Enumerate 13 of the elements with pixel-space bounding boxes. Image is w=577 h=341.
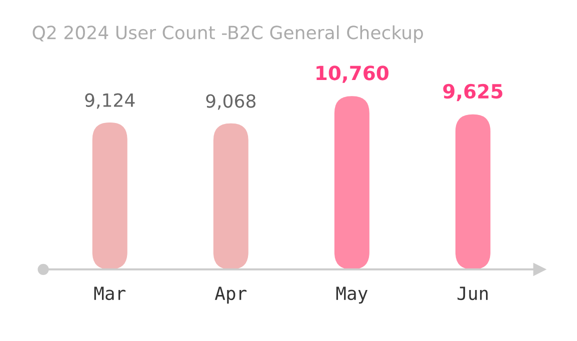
data-label: 10,760: [316, 66, 388, 83]
bar: [92, 122, 128, 270]
data-label: 9,625: [443, 84, 502, 102]
data-label: 9,068: [206, 94, 256, 110]
chart-title: Q2 2024 User Count -B2C General Checkup: [32, 25, 423, 43]
x-tick-label: Apr: [214, 286, 246, 304]
bar: [455, 114, 490, 270]
x-tick-label: Mar: [94, 286, 126, 300]
data-label: 9,124: [85, 93, 135, 109]
bar: [334, 96, 370, 270]
x-tick-label: Jun: [458, 286, 488, 300]
x-tick-label: May: [336, 286, 368, 304]
bar: [213, 123, 248, 270]
